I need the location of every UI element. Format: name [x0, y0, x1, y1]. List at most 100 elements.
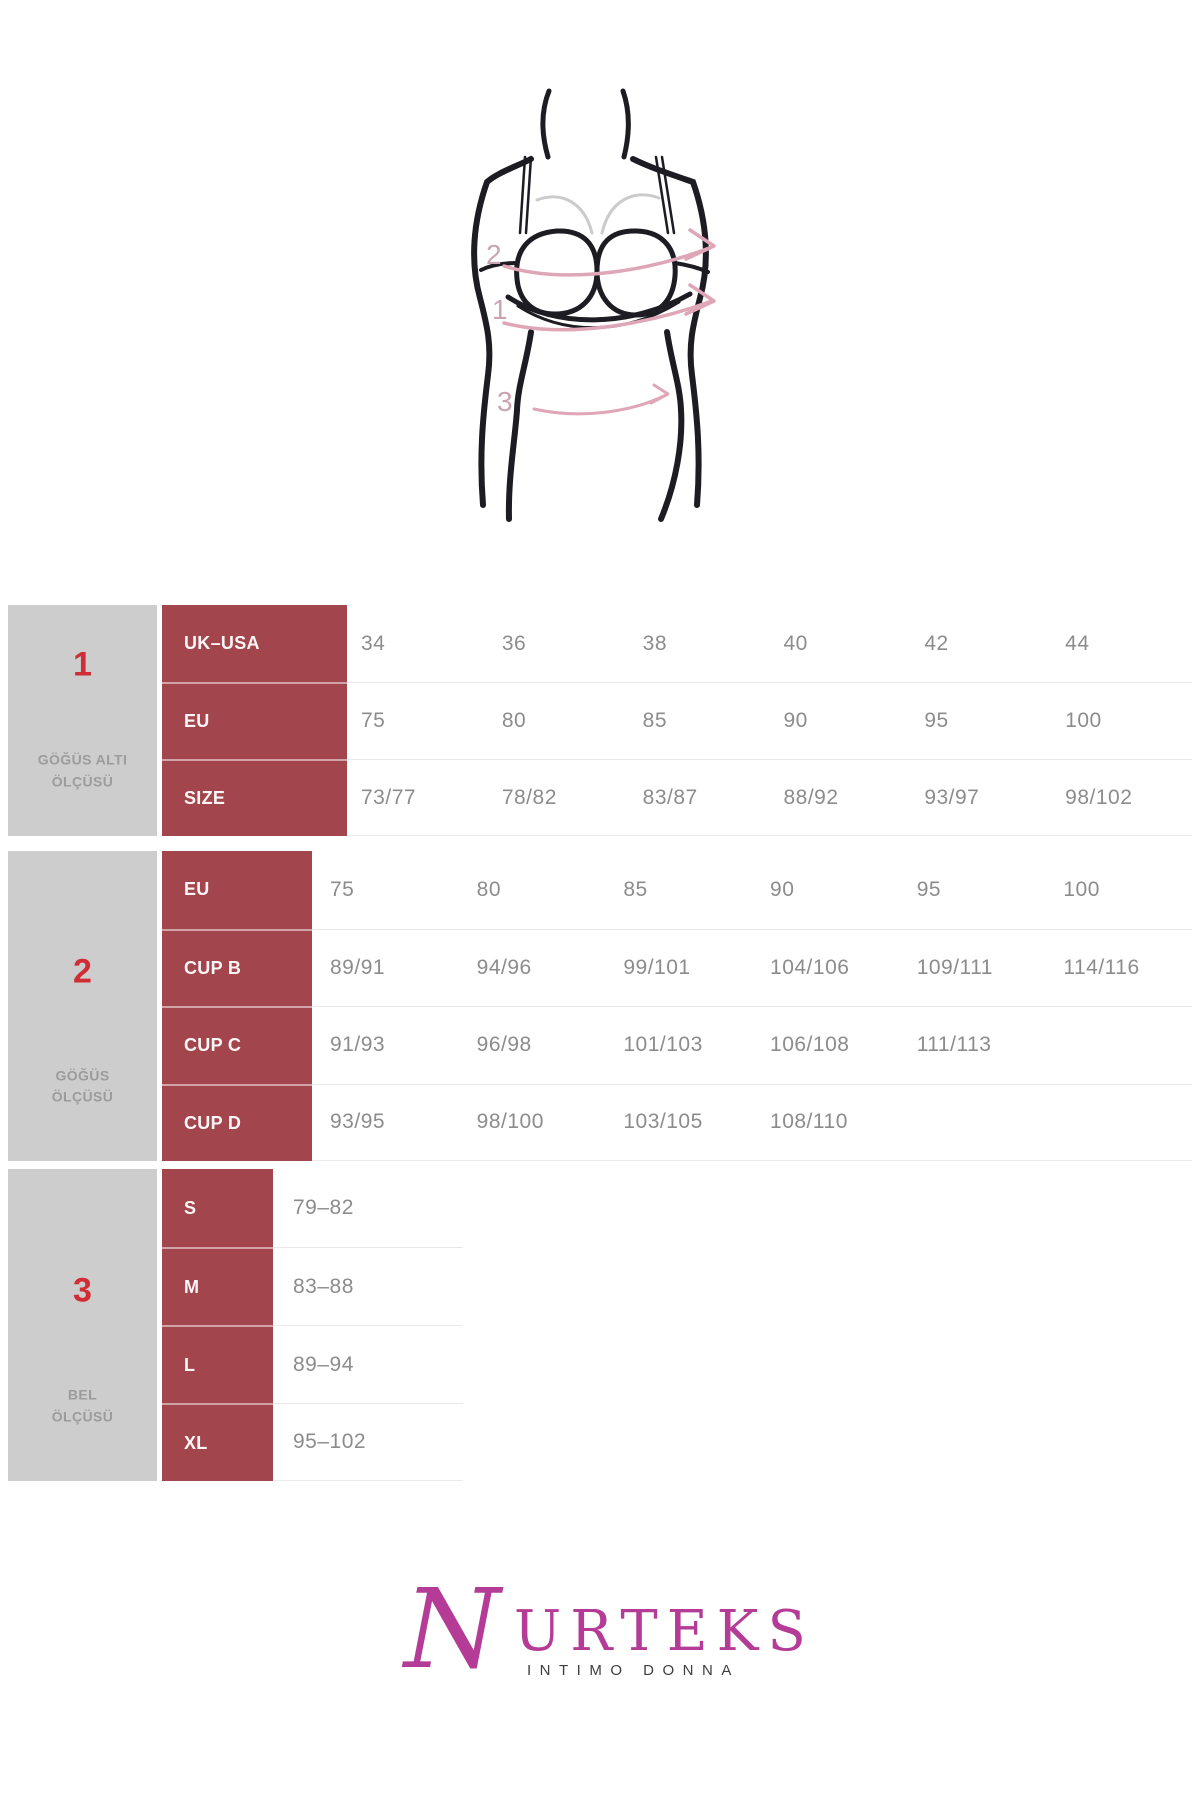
- row-header-label: S: [184, 1197, 197, 1218]
- value-cell: 103/105: [623, 1110, 703, 1134]
- value-cell: 96/98: [476, 1033, 532, 1057]
- row-header-label: L: [184, 1354, 196, 1375]
- value-cell: 80: [476, 877, 502, 901]
- measurement-figure: 2 1 3: [471, 88, 716, 522]
- row-header-label: CUP D: [184, 1112, 242, 1133]
- section-number: 1: [73, 645, 92, 684]
- row-header-label: XL: [184, 1432, 208, 1453]
- value-cell: 93/95: [330, 1110, 386, 1134]
- row-header-cell: CUP C: [162, 1006, 312, 1084]
- value-cell: 38: [642, 631, 668, 655]
- value-cell: 89–94: [293, 1352, 354, 1376]
- row-header-cell: SIZE: [162, 759, 347, 836]
- row-header-cell: L: [162, 1325, 273, 1403]
- section-title: GÖĞÜS ALTI ÖLÇÜSÜ: [37, 751, 128, 790]
- value-row: 75 80 85 90 95 100: [347, 682, 1192, 759]
- value-cell: 104/106: [770, 955, 850, 979]
- value-row: 91/93 96/98 101/103 106/108 111/113: [312, 1006, 1192, 1084]
- body-outline-left: [471, 156, 534, 508]
- waist-measure-arrow: [532, 383, 670, 416]
- value-cell: 34: [361, 631, 386, 655]
- value-cell: 106/108: [770, 1033, 850, 1057]
- bra-strap-left: [518, 155, 533, 235]
- value-cell: [899, 1085, 1046, 1161]
- waist-measure-label: 3: [497, 386, 513, 417]
- underbust-measure-label: 1: [492, 294, 508, 325]
- value-cell: 90: [783, 709, 808, 732]
- value-cell: 93/97: [924, 785, 980, 809]
- bust-measure-arrow: [502, 228, 716, 277]
- row-header-label: CUP C: [184, 1035, 242, 1056]
- value-cell: 85: [623, 877, 648, 901]
- size-section-3: 3 BEL ÖLÇÜSÜ S 79–82 M 83–88 L 89–94 XL 95–102: [8, 1169, 1192, 1481]
- row-header-cell: EU: [162, 682, 347, 759]
- bust-measure-label: 2: [486, 239, 502, 270]
- row-header-label: CUP B: [184, 957, 242, 978]
- value-row: 93/95 98/100 103/105 108/110: [312, 1083, 1192, 1161]
- value-cell: 108/110: [770, 1110, 848, 1134]
- bra-underband-outer: [505, 291, 693, 323]
- value-cell: 44: [1065, 631, 1090, 655]
- value-row: 89–94: [273, 1325, 463, 1403]
- value-cell: 91/93: [330, 1033, 386, 1057]
- neck-line-left: [540, 88, 552, 160]
- value-cell: 85: [642, 709, 668, 732]
- section-side-cell: 1 GÖĞÜS ALTI ÖLÇÜSÜ: [8, 605, 157, 836]
- value-cell: 98/102: [1065, 785, 1133, 809]
- value-row: 83–88: [273, 1247, 463, 1325]
- section-number: 3: [73, 1271, 92, 1310]
- value-cell: 89/91: [330, 955, 386, 979]
- row-header-cell: EU: [162, 851, 312, 929]
- value-cell: 114/116: [1063, 955, 1140, 979]
- bra-band-side-left: [479, 261, 519, 272]
- value-row: 73/77 78/82 83/87 88/92 93/97 98/102: [347, 759, 1192, 836]
- brand-logo-tagline: INTIMO DONNA: [527, 1662, 740, 1679]
- row-header-cell: XL: [162, 1403, 273, 1481]
- brand-logo-wordmark: URTEKS: [514, 1599, 815, 1664]
- breast-contour-right: [600, 193, 661, 235]
- value-cell: 100: [1063, 877, 1100, 901]
- bra-strap-right: [654, 155, 676, 235]
- value-cell: 78/82: [501, 785, 557, 809]
- value-row: 89/91 94/96 99/101 104/106 109/111 114/116: [312, 928, 1192, 1006]
- row-header-cell: CUP B: [162, 928, 312, 1006]
- row-header-label: SIZE: [184, 788, 226, 808]
- value-row: 95–102: [273, 1403, 463, 1481]
- row-header-cell: CUP D: [162, 1083, 312, 1161]
- row-header-label: EU: [184, 879, 210, 900]
- value-row: 79–82: [273, 1169, 463, 1247]
- section-side-cell: 3 BEL ÖLÇÜSÜ: [8, 1169, 157, 1481]
- brand-logo-initial: N: [404, 1565, 501, 1693]
- row-header-cell: UK–USA: [162, 605, 347, 682]
- section-title: BEL ÖLÇÜSÜ: [51, 1386, 114, 1425]
- section-number: 2: [73, 952, 92, 991]
- waist-line-left: [505, 329, 534, 522]
- body-outline-right: [630, 156, 709, 508]
- value-cell: 101/103: [623, 1033, 703, 1057]
- value-cell: 75: [361, 709, 386, 732]
- size-section-1: 1 GÖĞÜS ALTI ÖLÇÜSÜ UK–USA 34 36 38 40 42 44 EU 75 8…: [8, 605, 1192, 836]
- value-cell: 83/87: [642, 785, 698, 809]
- row-header-cell: M: [162, 1247, 273, 1325]
- value-cell: 94/96: [476, 955, 532, 979]
- value-cell: 100: [1065, 709, 1102, 732]
- value-cell: 73/77: [361, 785, 417, 809]
- neck-line-right: [620, 88, 631, 160]
- row-header-label: EU: [184, 711, 210, 731]
- value-cell: 83–88: [293, 1274, 354, 1298]
- row-header-label: UK–USA: [184, 633, 260, 653]
- value-cell: 95: [924, 709, 949, 732]
- value-cell: [1045, 1085, 1192, 1161]
- value-cell: 99/101: [623, 955, 691, 979]
- section-side-cell: 2 GÖĞÜS ÖLÇÜSÜ: [8, 851, 157, 1161]
- value-row: 34 36 38 40 42 44: [347, 605, 1192, 682]
- bra-band-side-right: [673, 261, 710, 274]
- value-cell: 40: [783, 631, 808, 655]
- value-cell: 80: [501, 709, 527, 732]
- underbust-measure-arrow: [502, 283, 716, 332]
- value-cell: 75: [330, 877, 355, 901]
- breast-contour-left: [535, 195, 594, 235]
- value-cell: 109/111: [916, 955, 993, 979]
- value-cell: 79–82: [293, 1196, 354, 1219]
- value-cell: 90: [770, 877, 795, 901]
